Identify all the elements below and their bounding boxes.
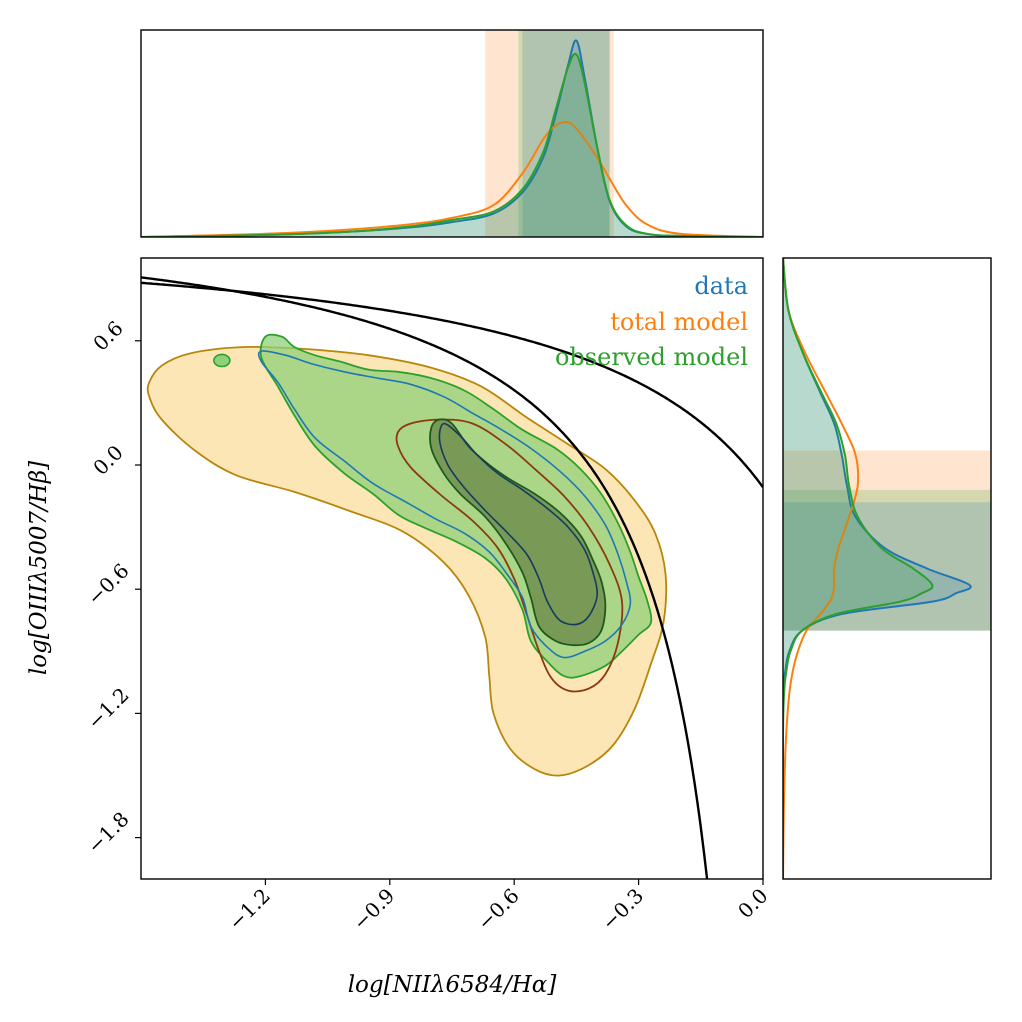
- right-band-total-model: [783, 450, 991, 631]
- top-marginal-panel: [140, 29, 764, 238]
- x-axis-label: log[NIIλ6584/Hα]: [348, 972, 557, 998]
- main-scatter-panel: −1.2 −0.9 −0.6 −0.3 0.0 0.6 0.0 −0.6 −1.2 −1.8 l…: [26, 257, 773, 998]
- top-density-total-model: [141, 121, 763, 237]
- right-plot-frame: [782, 257, 992, 880]
- contour-data-inner: [438, 422, 599, 626]
- y-tick-label: −0.6: [82, 559, 133, 610]
- right-density-fill-observed-model: [783, 258, 933, 879]
- y-tick-label: −1.8: [82, 807, 133, 858]
- right-marginal-panel: [782, 257, 992, 880]
- contour-observed-model-inner: [429, 418, 607, 647]
- y-axis-ticks: 0.6 0.0 −0.6 −1.2 −1.8: [82, 316, 141, 858]
- x-tick-label: −0.6: [472, 884, 523, 935]
- contour-data-outer: [257, 350, 632, 659]
- y-tick-label: −1.2: [82, 683, 133, 734]
- top-density-data: [141, 39, 763, 237]
- top-density-fill-observed-model: [141, 53, 763, 237]
- legend-entry-data: data: [694, 272, 748, 300]
- contour-total-model-inner: [395, 418, 624, 693]
- contour-observed-model-island: [213, 353, 231, 368]
- top-plot-frame: [140, 29, 764, 238]
- x-tick-label: −0.3: [597, 884, 648, 935]
- demarcation-lines: [141, 276, 763, 879]
- top-density-fill-data: [141, 40, 763, 237]
- legend: data total model observed model: [555, 272, 748, 371]
- demarcation-line-kewley: [141, 281, 763, 489]
- right-density-observed-model: [783, 258, 934, 879]
- right-band-data: [783, 502, 991, 631]
- y-axis-label: log[OIIIλ5007/Hβ]: [26, 461, 52, 675]
- legend-entry-observed-model: observed model: [555, 343, 748, 371]
- main-plot-frame: [140, 257, 764, 880]
- y-tick-label: 0.6: [88, 316, 127, 355]
- x-tick-label: 0.0: [733, 884, 772, 923]
- legend-entry-total-model: total model: [610, 308, 748, 336]
- top-density-observed-model: [141, 52, 763, 237]
- x-tick-label: −0.9: [348, 884, 399, 935]
- x-tick-label: −1.2: [224, 884, 275, 935]
- x-axis-ticks: −1.2 −0.9 −0.6 −0.3 0.0: [224, 879, 773, 935]
- y-tick-label: 0.0: [88, 440, 127, 479]
- contour-layer: [146, 333, 668, 777]
- right-density-total-model: [783, 258, 860, 879]
